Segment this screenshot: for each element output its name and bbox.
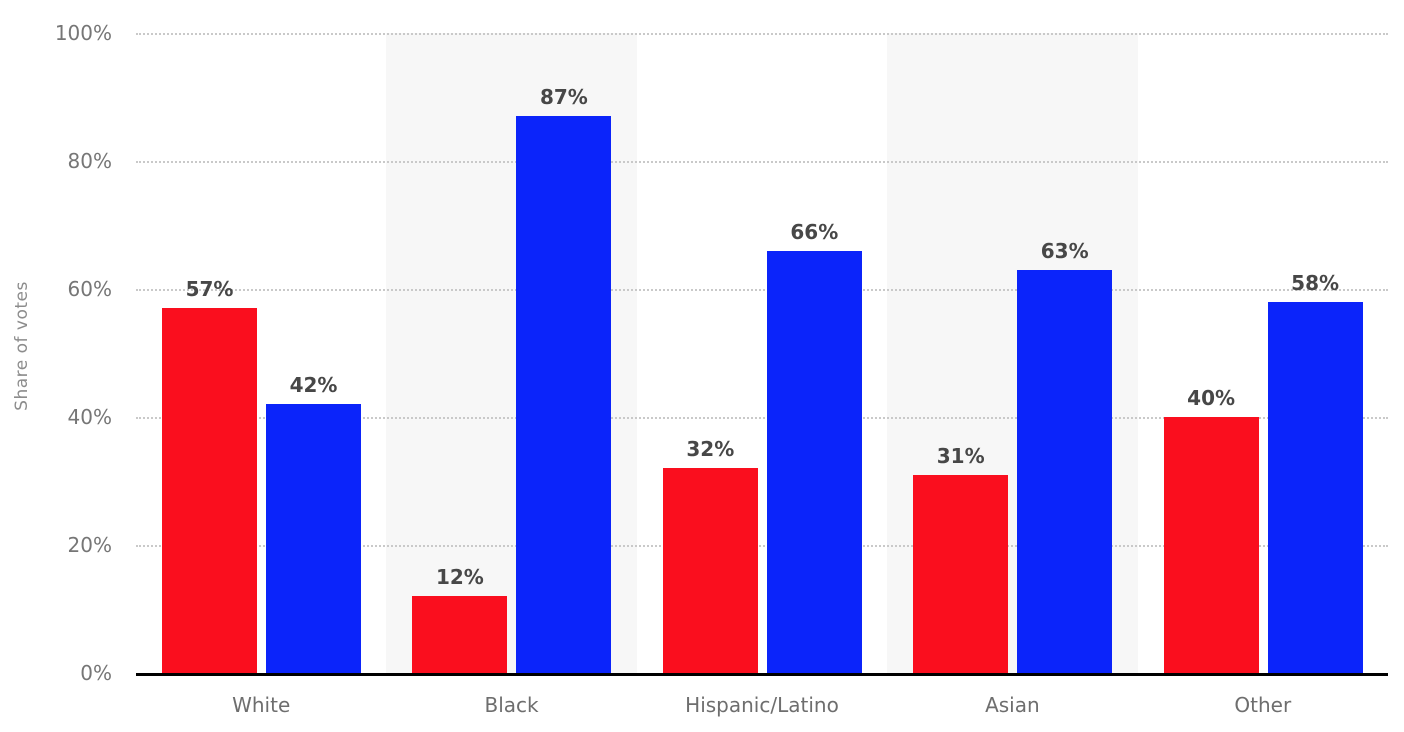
- bar-other-red-series[interactable]: [1163, 417, 1259, 673]
- bar-black-blue-series[interactable]: [516, 116, 612, 673]
- bar-white-blue-series[interactable]: [266, 404, 361, 673]
- data-label-white-blue-series: 42%: [289, 373, 338, 398]
- y-tick-label-20: 20%: [67, 533, 112, 557]
- bar-hispanic-latino-red-series[interactable]: [662, 468, 758, 673]
- data-label-hispanic-latino-blue-series: 66%: [790, 219, 839, 244]
- y-tick-label-40: 40%: [67, 405, 112, 429]
- category-label-black: Black: [484, 693, 539, 717]
- data-label-hispanic-latino-red-series: 32%: [686, 437, 735, 462]
- bar-hispanic-latino-blue-series[interactable]: [766, 250, 862, 673]
- plot-area: 57% 42% 12% 87% 32% 66% 31% 63% 40% 58%: [136, 33, 1388, 676]
- y-tick-label-60: 60%: [67, 277, 112, 301]
- bar-asian-blue-series[interactable]: [1017, 269, 1113, 673]
- gridline-40: [136, 417, 1388, 419]
- data-label-other-blue-series: 58%: [1291, 270, 1340, 295]
- gridline-60: [136, 289, 1388, 291]
- data-label-white-red-series: 57%: [185, 277, 234, 302]
- bar-white-red-series[interactable]: [162, 308, 257, 673]
- category-label-white: White: [232, 693, 291, 717]
- category-label-other: Other: [1234, 693, 1292, 717]
- data-label-asian-red-series: 31%: [936, 443, 985, 468]
- y-tick-label-0: 0%: [80, 661, 112, 685]
- x-axis-line: [136, 673, 1388, 676]
- category-label-hispanic-latino: Hispanic/Latino: [685, 693, 839, 717]
- y-tick-label-80: 80%: [67, 149, 112, 173]
- data-label-other-red-series: 40%: [1187, 386, 1236, 410]
- data-label-black-red-series: 12%: [435, 565, 484, 590]
- bar-asian-red-series[interactable]: [913, 474, 1009, 673]
- data-label-asian-blue-series: 63%: [1040, 238, 1089, 263]
- y-tick-label-100: 100%: [54, 21, 112, 45]
- bar-other-blue-series[interactable]: [1267, 301, 1363, 673]
- gridline-100: [136, 33, 1388, 35]
- category-label-asian: Asian: [985, 693, 1040, 717]
- gridline-80: [136, 161, 1388, 163]
- gridline-20: [136, 545, 1388, 547]
- data-label-black-blue-series: 87%: [539, 85, 588, 110]
- bar-black-red-series[interactable]: [412, 596, 508, 673]
